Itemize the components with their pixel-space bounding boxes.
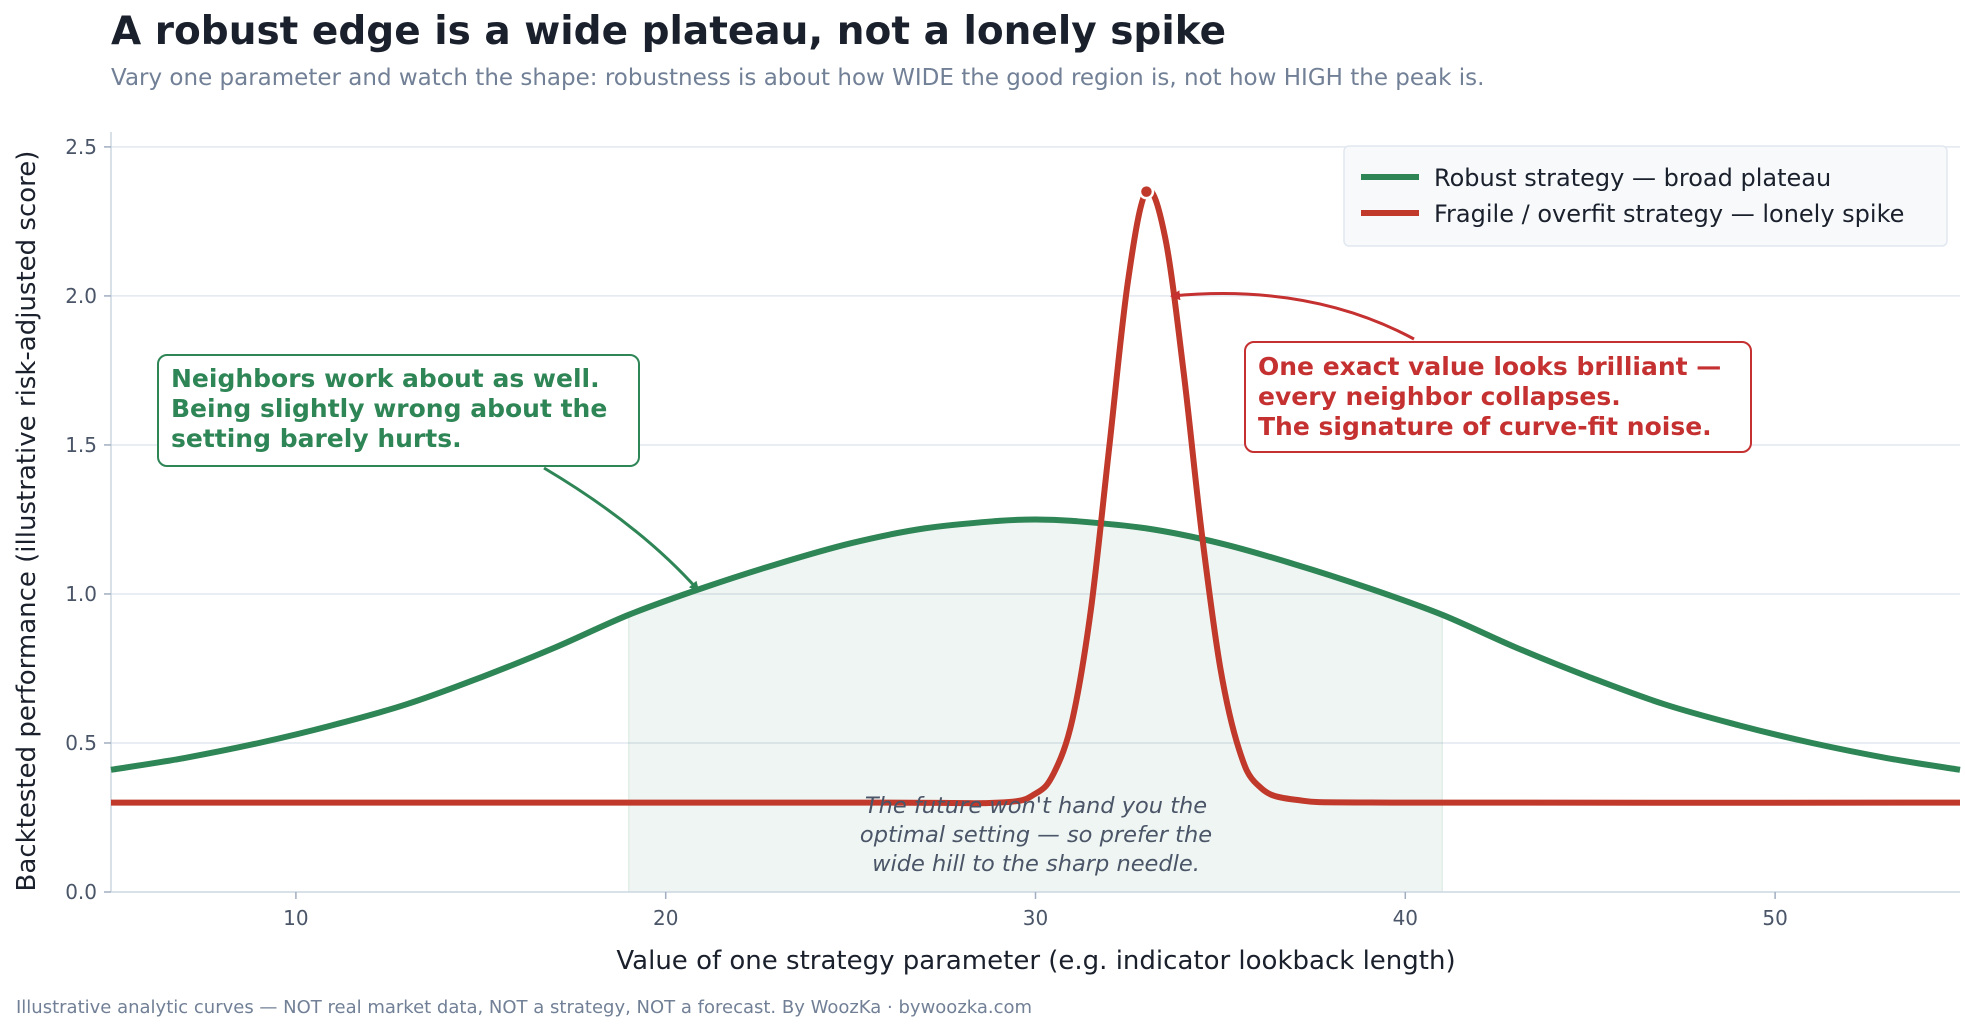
y-tick-label: 0.5 [65, 731, 97, 755]
green-annotation-line-3: setting barely hurts. [171, 424, 462, 453]
x-tick-label: 30 [1023, 906, 1048, 930]
green-annotation-line-2: Being slightly wrong about the [171, 394, 607, 423]
chart-title: A robust edge is a wide plateau, not a l… [111, 9, 1226, 54]
footer-note: Illustrative analytic curves — NOT real … [16, 997, 1032, 1018]
y-axis-label: Backtested performance (illustrative ris… [12, 151, 42, 892]
green-annotation-line-1: Neighbors work about as well. [171, 364, 600, 393]
peak-marker [1138, 183, 1155, 200]
legend: Robust strategy — broad plateau Fragile … [1343, 145, 1948, 247]
red-annotation-line-1: One exact value looks brilliant — [1258, 352, 1721, 381]
y-tick-label: 2.0 [65, 284, 97, 308]
green-annotation: Neighbors work about as well. Being slig… [157, 354, 700, 592]
x-tick-label: 50 [1762, 906, 1787, 930]
y-tick-label: 2.5 [65, 135, 97, 159]
center-note-line-2: optimal setting — so prefer the [860, 822, 1212, 848]
y-tick-label: 1.5 [65, 433, 97, 457]
center-note: The future won't hand you the optimal se… [860, 793, 1212, 877]
y-axis-ticks: 0.0 0.5 1.0 1.5 2.0 2.5 [65, 135, 111, 904]
legend-box [1343, 145, 1948, 247]
x-tick-label: 20 [653, 906, 678, 930]
center-note-line-1: The future won't hand you the [865, 793, 1207, 819]
x-tick-label: 10 [283, 906, 308, 930]
fragile-series-line [110, 187, 1961, 807]
x-axis-label: Value of one strategy parameter (e.g. in… [616, 946, 1455, 976]
red-annotation-arrow [1170, 290, 1415, 341]
x-axis-ticks: 10 20 30 40 50 [283, 892, 1788, 930]
red-annotation-line-2: every neighbor collapses. [1258, 382, 1621, 411]
y-tick-label: 0.0 [65, 880, 97, 904]
x-tick-label: 40 [1393, 906, 1418, 930]
robust-series-line [110, 516, 1961, 773]
red-annotation-box [1244, 341, 1752, 453]
red-annotation: One exact value looks brilliant — every … [1170, 290, 1752, 453]
red-annotation-line-3: The signature of curve-fit noise. [1258, 412, 1712, 441]
center-note-line-3: wide hill to the sharp needle. [872, 851, 1200, 877]
legend-label-fragile: Fragile / overfit strategy — lonely spik… [1434, 200, 1904, 228]
legend-label-robust: Robust strategy — broad plateau [1434, 164, 1831, 192]
green-annotation-box [157, 354, 640, 467]
series-lines [110, 187, 1961, 807]
y-tick-label: 1.0 [65, 582, 97, 606]
peak-marker-layer [1138, 183, 1155, 200]
green-annotation-arrow [543, 466, 700, 592]
chart-subtitle: Vary one parameter and watch the shape: … [111, 65, 1484, 91]
